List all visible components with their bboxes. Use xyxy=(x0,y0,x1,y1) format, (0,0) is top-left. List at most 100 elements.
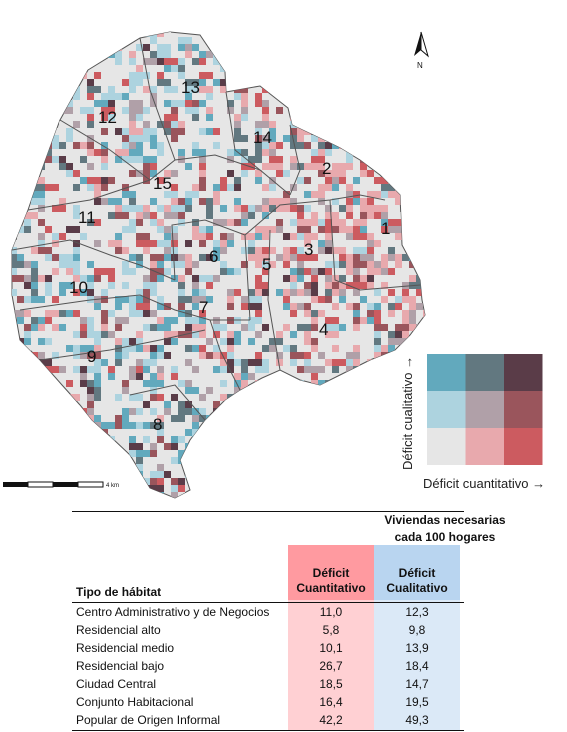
census-cell xyxy=(325,380,339,387)
census-cell xyxy=(220,492,227,498)
census-cell xyxy=(346,135,360,142)
census-cell xyxy=(304,121,311,128)
census-cell xyxy=(164,373,171,380)
census-cell xyxy=(283,275,290,282)
census-cell xyxy=(206,226,213,233)
census-cell xyxy=(122,205,136,212)
census-cell xyxy=(367,282,374,289)
census-cell xyxy=(248,499,255,505)
census-cell xyxy=(171,226,178,233)
census-cell xyxy=(318,114,325,121)
census-cell xyxy=(346,233,353,240)
census-cell xyxy=(178,72,185,79)
census-cell xyxy=(129,247,136,254)
census-cell xyxy=(423,261,425,268)
census-cell xyxy=(227,436,234,443)
census-cell xyxy=(220,79,227,86)
census-cell xyxy=(150,471,164,478)
census-cell xyxy=(31,324,38,331)
census-cell xyxy=(262,79,269,86)
census-cell xyxy=(346,212,353,219)
census-cell xyxy=(262,184,269,191)
census-cell xyxy=(206,359,213,366)
census-cell xyxy=(94,394,101,401)
census-cell xyxy=(101,226,108,233)
census-cell xyxy=(101,324,108,331)
census-cell xyxy=(185,345,192,352)
census-cell xyxy=(381,32,388,37)
census-cell xyxy=(143,86,150,93)
census-cell xyxy=(94,44,101,51)
census-cell xyxy=(199,408,206,415)
census-cell xyxy=(157,219,164,226)
census-cell xyxy=(94,345,101,352)
census-cell xyxy=(31,254,38,261)
census-cell xyxy=(38,422,45,429)
census-cell xyxy=(108,198,115,205)
census-cell xyxy=(220,394,227,401)
census-cell xyxy=(290,415,297,422)
census-cell xyxy=(87,44,101,51)
census-cell xyxy=(17,317,24,324)
census-cell xyxy=(150,32,157,37)
census-cell xyxy=(325,233,332,240)
census-cell xyxy=(87,163,94,170)
census-cell xyxy=(213,345,220,352)
census-cell xyxy=(227,170,234,177)
census-cell xyxy=(220,32,227,37)
census-cell xyxy=(115,247,122,254)
census-cell xyxy=(290,156,297,163)
census-cell xyxy=(12,135,24,142)
census-cell xyxy=(73,32,80,37)
census-cell xyxy=(227,478,241,485)
census-cell xyxy=(234,37,248,44)
census-cell xyxy=(31,275,38,282)
census-cell xyxy=(374,191,381,198)
census-cell xyxy=(234,121,241,128)
census-cell xyxy=(402,177,416,184)
census-cell xyxy=(171,65,178,72)
census-cell xyxy=(339,142,353,149)
census-cell xyxy=(73,170,80,177)
census-cell xyxy=(38,317,45,324)
census-cell xyxy=(332,422,339,429)
census-cell xyxy=(171,436,178,443)
census-cell xyxy=(164,233,171,240)
census-cell xyxy=(304,415,311,422)
census-cell xyxy=(339,359,346,366)
census-cell xyxy=(80,408,87,415)
census-cell xyxy=(12,415,17,422)
census-cell xyxy=(17,156,24,163)
census-cell xyxy=(304,93,311,100)
census-cell xyxy=(157,303,164,310)
census-cell xyxy=(416,436,423,443)
census-cell xyxy=(220,485,227,492)
census-cell xyxy=(199,100,206,107)
census-cell xyxy=(199,198,206,205)
census-cell xyxy=(423,191,425,198)
census-cell xyxy=(234,492,248,498)
census-cell xyxy=(185,100,192,107)
census-cell xyxy=(304,86,311,93)
census-cell xyxy=(388,408,395,415)
census-cell xyxy=(297,247,304,254)
census-cell xyxy=(122,135,129,142)
census-cell xyxy=(143,72,150,79)
census-cell xyxy=(206,72,213,79)
census-cell xyxy=(157,478,164,485)
census-cell xyxy=(269,205,276,212)
census-cell xyxy=(24,387,31,394)
census-cell xyxy=(87,121,94,128)
census-cell xyxy=(80,107,94,114)
census-cell xyxy=(409,212,416,219)
legend-swatch xyxy=(465,391,504,428)
census-cell xyxy=(115,422,122,429)
census-cell xyxy=(332,219,339,226)
census-cell xyxy=(129,303,136,310)
census-cell xyxy=(290,142,297,149)
census-cell xyxy=(241,58,248,65)
census-cell xyxy=(304,114,311,121)
census-cell xyxy=(416,93,423,100)
census-cell xyxy=(52,443,66,450)
census-cell xyxy=(304,478,311,485)
